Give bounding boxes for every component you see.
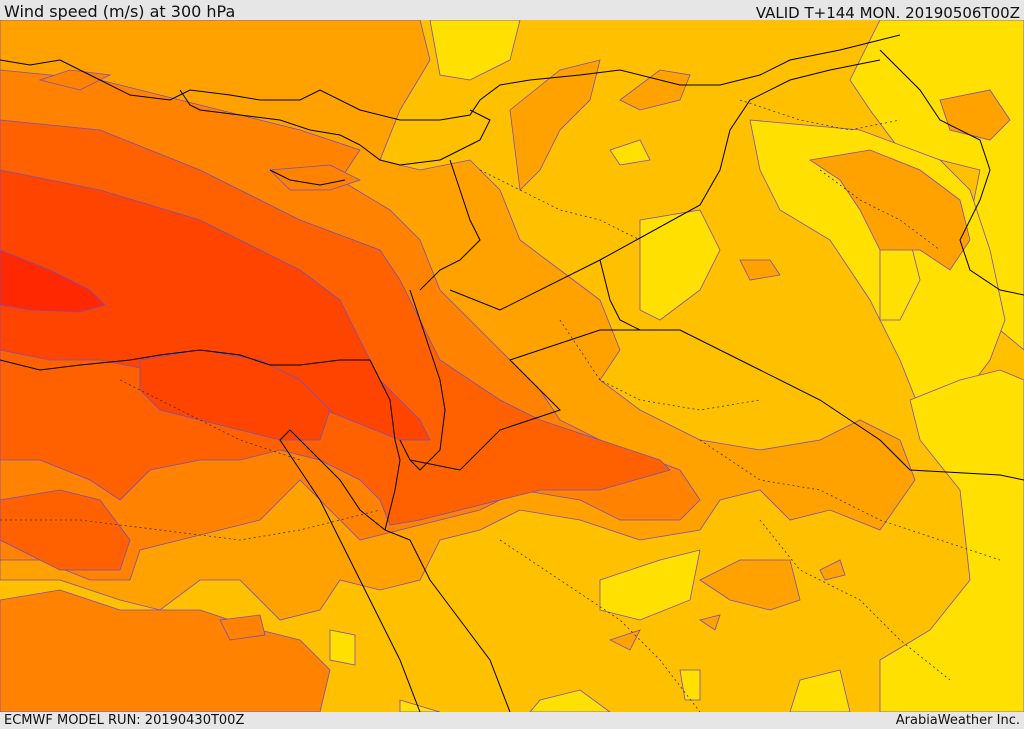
valid-time: VALID T+144 MON. 20190506T00Z <box>755 4 1020 22</box>
footer-bar: ECMWF MODEL RUN: 20190430T00Z ArabiaWeat… <box>0 712 1024 729</box>
credit-label: ArabiaWeather Inc. <box>895 713 1020 728</box>
model-run: ECMWF MODEL RUN: 20190430T00Z <box>4 713 245 728</box>
header-bar: Wind speed (m/s) at 300 hPa VALID T+144 … <box>0 0 1024 22</box>
wind-speed-map <box>0 20 1024 712</box>
map-title: Wind speed (m/s) at 300 hPa <box>4 2 236 21</box>
admin-boundaries <box>0 99 1001 712</box>
map-canvas <box>0 20 1024 712</box>
band-max-regions <box>0 249 106 313</box>
coastlines-borders <box>0 34 1024 712</box>
